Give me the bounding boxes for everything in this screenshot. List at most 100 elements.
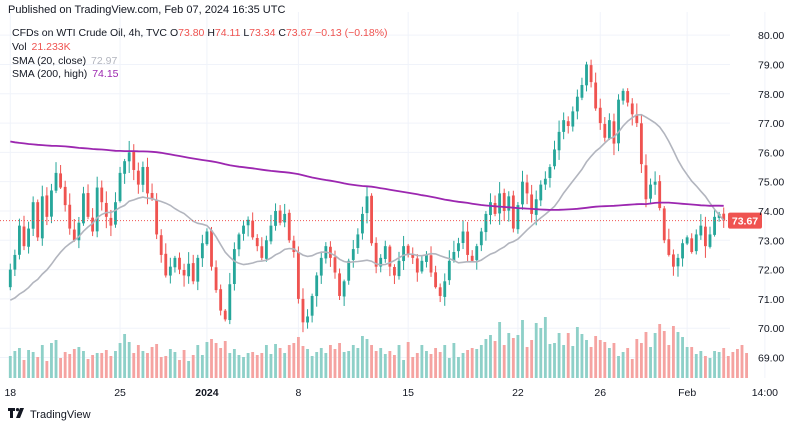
candle-body — [585, 64, 588, 86]
y-tick-label: 75.00 — [758, 177, 784, 189]
volume-bar — [585, 340, 588, 378]
candle-body — [237, 234, 241, 250]
candle — [168, 257, 172, 284]
candle-body — [91, 217, 95, 232]
candle — [283, 203, 287, 228]
candle-body — [511, 195, 515, 229]
candle-body — [141, 167, 145, 185]
candle-body — [690, 238, 694, 253]
candle-body — [607, 120, 611, 139]
volume-bar — [443, 345, 447, 378]
candle — [603, 117, 607, 142]
candle-body — [283, 213, 287, 223]
tradingview-logo-icon[interactable] — [8, 408, 26, 421]
candle-body — [306, 316, 309, 323]
candle — [315, 272, 319, 307]
candle-body — [447, 260, 451, 281]
candle-body — [516, 205, 520, 230]
candle-body — [704, 226, 707, 247]
candle-body — [50, 190, 53, 217]
candle — [173, 255, 177, 273]
candle — [278, 205, 282, 226]
volume-bar — [470, 348, 474, 378]
candle — [287, 209, 291, 243]
candle — [191, 254, 195, 285]
candle — [82, 186, 85, 226]
candle — [200, 234, 204, 267]
volume-bar — [82, 351, 85, 378]
candle-body — [182, 269, 186, 276]
candle — [292, 235, 296, 258]
candle-body — [393, 266, 396, 276]
candle-body — [255, 238, 259, 247]
candle — [457, 237, 460, 258]
candle-body — [397, 260, 401, 277]
y-tick-label: 77.00 — [758, 118, 784, 130]
candle-body — [443, 281, 447, 297]
volume-bar — [429, 354, 433, 378]
y-tick-label: 78.00 — [758, 89, 784, 101]
candle-body — [159, 235, 163, 255]
volume-bar — [438, 352, 442, 378]
volume-bar — [379, 348, 383, 378]
volume-bar — [603, 342, 607, 378]
candle — [443, 273, 447, 306]
candle-body — [507, 196, 511, 211]
volume-bar — [447, 358, 451, 378]
candle-body — [319, 257, 323, 276]
candle — [580, 77, 584, 101]
candle — [498, 182, 502, 225]
candle-body — [219, 289, 223, 311]
candle — [228, 272, 232, 325]
legend-sma20-row: SMA (20, close) 72.97 — [12, 55, 388, 69]
candle — [452, 240, 456, 263]
candle — [223, 308, 227, 322]
candle-body — [63, 186, 67, 206]
candle — [704, 216, 707, 258]
candle-body — [146, 166, 149, 194]
volume-bar — [580, 334, 584, 378]
candle — [658, 175, 662, 211]
candle — [50, 183, 53, 224]
brand-name[interactable]: TradingView — [30, 408, 91, 421]
candle — [274, 203, 277, 231]
candle-body — [228, 284, 232, 321]
volume-bar — [502, 345, 506, 378]
candle-body — [232, 249, 236, 284]
candle — [681, 239, 684, 267]
candle-body — [589, 65, 593, 83]
volume-bar — [210, 339, 213, 378]
candle-body — [333, 257, 337, 273]
volume-bar — [571, 346, 575, 378]
candle — [653, 171, 657, 195]
volume-bar — [406, 342, 410, 378]
candle — [18, 218, 21, 260]
volume-bar — [150, 347, 154, 378]
candle-body — [493, 203, 497, 214]
y-tick-label: 71.00 — [758, 294, 784, 306]
candle-body — [264, 240, 268, 259]
candle-body — [45, 195, 49, 217]
volume-bar — [72, 349, 76, 378]
volume-bar — [681, 337, 684, 378]
candle — [699, 214, 703, 240]
candle — [630, 98, 634, 126]
candle-body — [315, 275, 319, 297]
candle-body — [246, 219, 250, 226]
candle — [621, 88, 625, 105]
candle-body — [470, 255, 474, 261]
volume-bar — [708, 358, 712, 378]
candle-body — [722, 213, 726, 221]
candle — [475, 243, 479, 270]
candle-body — [114, 202, 117, 225]
volume-bar — [699, 351, 703, 378]
candle-body — [694, 234, 698, 252]
volume-bar — [178, 360, 181, 378]
volume-bar — [36, 357, 40, 378]
volume-bar — [40, 345, 44, 378]
candle — [164, 243, 168, 278]
candle — [594, 72, 598, 111]
x-tick-label: Feb — [678, 387, 696, 399]
candle-body — [155, 199, 159, 235]
